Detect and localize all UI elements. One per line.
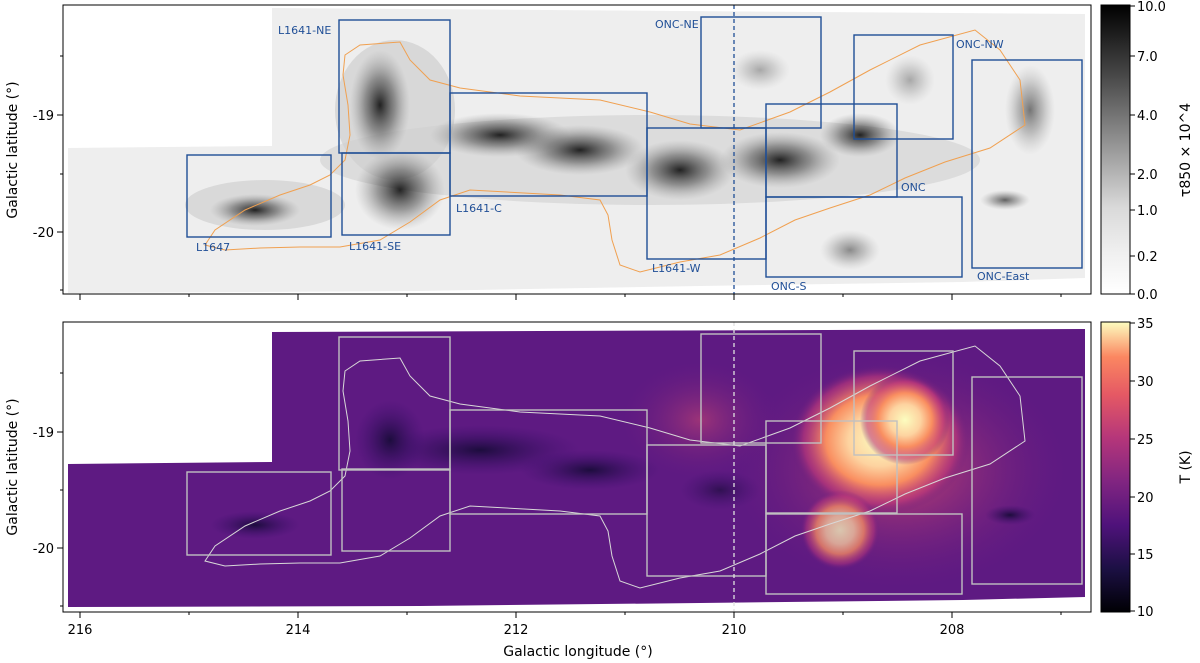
top-ytick-label: -19 — [33, 109, 54, 124]
label-l1641-c: L1641-C — [456, 202, 502, 215]
region-box-l1641-w — [646, 127, 767, 260]
x-axis-label: Galactic longitude (°) — [503, 644, 652, 660]
bottom-ylabel: Galactic latitude (°) — [5, 398, 21, 535]
region-boxes — [186, 16, 1083, 278]
opacity-map-image: L1641-NE ONC-NE ONC-NW L1641-C ONC L1647… — [68, 5, 1085, 294]
temp-region-box-l1641-se — [341, 468, 451, 552]
temp-region-box-onc-s — [765, 513, 963, 595]
opacity-colorbar-tick: 10.0 — [1137, 0, 1166, 15]
bottom-axes-frame — [62, 321, 1092, 613]
label-onc-ne: ONC-NE — [655, 18, 699, 31]
opacity-colorbar-label: τ850 × 10^4 — [1178, 103, 1194, 197]
opacity-colorbar — [1100, 4, 1131, 295]
temp-region-box-l1641-ne — [338, 336, 451, 471]
opacity-colorbar-tick: 2.0 — [1137, 168, 1158, 183]
region-box-l1647 — [186, 154, 332, 238]
label-l1647: L1647 — [196, 241, 230, 254]
temperature-footprint-outline — [204, 345, 1026, 589]
temperature-colorbar-tick: 10 — [1137, 605, 1154, 620]
temp-region-box-l1641-w — [646, 444, 767, 577]
temperature-colorbar-tick: 35 — [1137, 317, 1154, 332]
top-ytick-label: -20 — [33, 226, 54, 241]
label-l1641-se: L1641-SE — [349, 240, 401, 253]
temp-region-box-onc-ne — [700, 333, 822, 444]
xtick-label: 212 — [504, 623, 529, 638]
xtick-label: 216 — [68, 623, 93, 638]
herschel-footprint-outline — [204, 29, 1026, 273]
xtick-label: 208 — [940, 623, 965, 638]
bottom-ytick-label: -20 — [33, 542, 54, 557]
temperature-colorbar-tick: 20 — [1137, 491, 1154, 506]
region-box-onc-nw — [853, 34, 954, 140]
bottom-panel: -19 -20 216 214 212 210 208 Galactic lon… — [5, 317, 1194, 660]
opacity-colorbar-tick: 0.0 — [1137, 288, 1158, 303]
temperature-colorbar — [1100, 321, 1131, 613]
label-onc: ONC — [901, 181, 926, 194]
region-box-onc-east — [971, 59, 1083, 269]
bottom-ytick-label: -19 — [33, 426, 54, 441]
opacity-colorbar-tick: 7.0 — [1137, 50, 1158, 65]
label-l1641-ne: L1641-NE — [278, 24, 331, 37]
region-box-onc-s — [765, 196, 963, 278]
top-axes-frame — [62, 4, 1092, 295]
temperature-colorbar-tick: 30 — [1137, 375, 1154, 390]
label-onc-east: ONC-East — [977, 270, 1030, 283]
opacity-colorbar-tick: 1.0 — [1137, 204, 1158, 219]
temperature-colorbar-tick: 25 — [1137, 433, 1154, 448]
label-onc-nw: ONC-NW — [956, 38, 1004, 51]
xtick-label: 210 — [722, 623, 747, 638]
xtick-label: 214 — [286, 623, 311, 638]
temperature-colorbar-label: T (K) — [1178, 450, 1194, 484]
label-l1641-w: L1641-W — [652, 262, 701, 275]
temp-region-box-l1647 — [186, 471, 332, 556]
region-box-l1641-se — [341, 152, 451, 236]
top-panel: L1641-NE ONC-NE ONC-NW L1641-C ONC L1647… — [5, 0, 1194, 303]
temp-region-box-onc-east — [971, 376, 1083, 585]
top-ylabel: Galactic latitude (°) — [5, 81, 21, 218]
label-onc-s: ONC-S — [771, 280, 807, 293]
temperature-colorbar-tick: 15 — [1137, 548, 1154, 563]
temp-region-box-onc-nw — [853, 350, 954, 456]
temperature-map-image — [68, 322, 1085, 612]
opacity-colorbar-tick: 4.0 — [1137, 109, 1158, 124]
opacity-colorbar-tick: 0.2 — [1137, 250, 1158, 265]
